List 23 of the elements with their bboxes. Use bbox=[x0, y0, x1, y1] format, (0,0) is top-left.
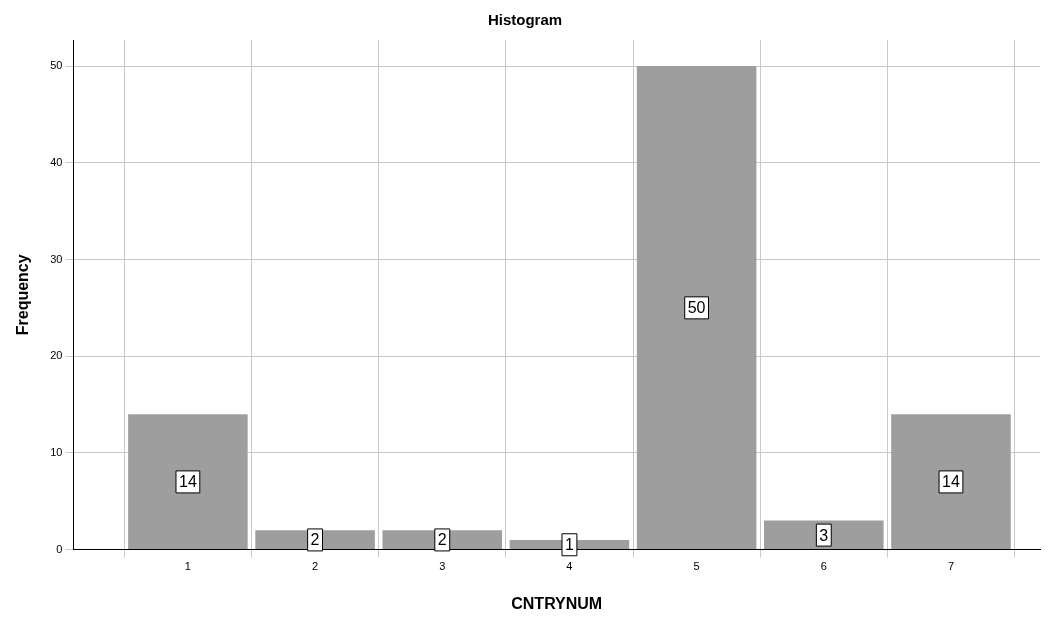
data-label: 2 bbox=[437, 531, 447, 549]
data-label: 2 bbox=[310, 531, 320, 549]
x-tick-label: 1 bbox=[184, 560, 191, 573]
data-label: 14 bbox=[942, 473, 960, 491]
data-label: 14 bbox=[179, 473, 197, 491]
x-tick-label: 4 bbox=[566, 560, 573, 573]
data-label: 3 bbox=[819, 526, 829, 544]
data-label: 1 bbox=[564, 536, 574, 554]
x-tick-label: 2 bbox=[312, 560, 319, 573]
y-tick-label: 20 bbox=[50, 349, 63, 362]
x-tick-label: 3 bbox=[439, 560, 446, 573]
x-tick-label: 6 bbox=[820, 560, 827, 573]
y-tick-label: 0 bbox=[56, 542, 63, 555]
y-tick-label: 30 bbox=[50, 252, 63, 265]
x-tick-label: 5 bbox=[693, 560, 700, 573]
chart-title: Histogram bbox=[487, 11, 563, 29]
y-axis-title: Frequency bbox=[14, 254, 32, 336]
x-axis-title: CNTRYNUM bbox=[511, 594, 603, 612]
y-tick-label: 10 bbox=[50, 445, 63, 458]
y-tick-label: 40 bbox=[50, 155, 63, 168]
x-tick-label: 7 bbox=[947, 560, 955, 573]
data-label: 50 bbox=[687, 299, 706, 317]
y-tick-label: 50 bbox=[50, 59, 63, 72]
